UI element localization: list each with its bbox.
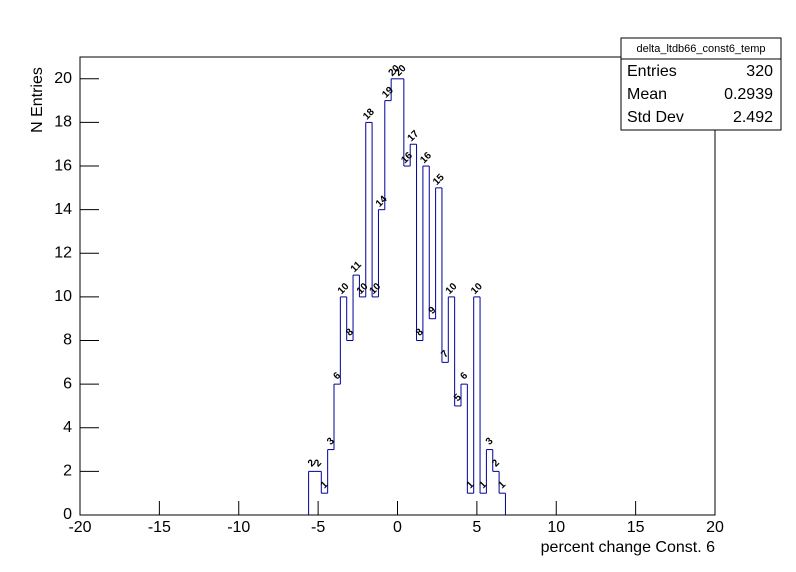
stats-label: Std Dev xyxy=(627,109,684,126)
x-tick-label: 15 xyxy=(627,519,645,536)
stats-label: Mean xyxy=(627,86,667,103)
y-tick-label: 12 xyxy=(54,245,72,262)
stats-title: delta_ltdb66_const6_temp xyxy=(636,43,765,55)
histogram-step-edges xyxy=(308,78,506,515)
x-tick-label: -20 xyxy=(68,519,91,536)
y-tick-label: 10 xyxy=(54,288,72,305)
stats-value: 0.2939 xyxy=(724,86,773,103)
x-tick-label: 0 xyxy=(393,519,402,536)
x-tick-label: 20 xyxy=(706,519,724,536)
y-tick-label: 2 xyxy=(63,463,72,480)
y-tick-label: 16 xyxy=(54,157,72,174)
x-tick-label: -15 xyxy=(148,519,171,536)
x-tick-label: 10 xyxy=(547,519,565,536)
y-tick-label: 8 xyxy=(63,332,72,349)
y-tick-label: 14 xyxy=(54,201,72,218)
stats-label: Entries xyxy=(627,63,677,80)
y-tick-label: 20 xyxy=(54,70,72,87)
stats-box xyxy=(620,37,782,131)
y-tick-label: 4 xyxy=(63,419,72,436)
x-axis-label: percent change Const. 6 xyxy=(541,539,715,556)
y-tick-label: 6 xyxy=(63,375,72,392)
y-tick-label: 0 xyxy=(63,506,72,523)
x-tick-label: -10 xyxy=(227,519,250,536)
stats-value: 2.492 xyxy=(733,109,773,126)
stats-value: 320 xyxy=(746,63,773,80)
x-tick-label: 5 xyxy=(472,519,481,536)
y-tick-label: 18 xyxy=(54,114,72,131)
x-tick-label: -5 xyxy=(311,519,325,536)
y-axis-label: N Entries xyxy=(29,67,46,133)
